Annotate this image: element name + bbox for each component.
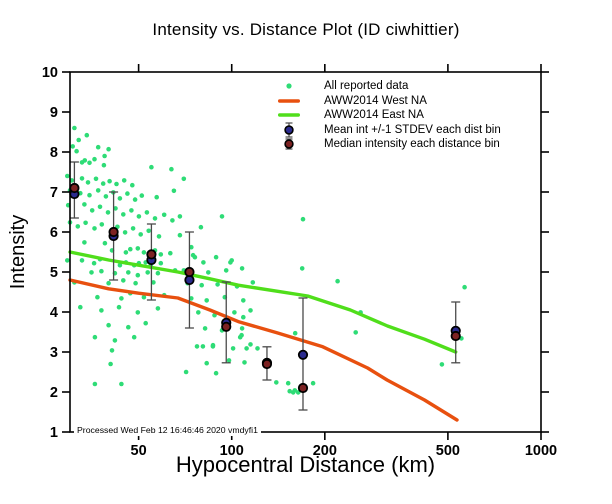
mean-markers-group bbox=[69, 188, 461, 368]
west-na-curve bbox=[68, 278, 459, 422]
tick-label: 4 bbox=[50, 305, 58, 321]
axis-frame: 50 100 200 500 1000 1 2 3 4 5 6 7 8 9 10 bbox=[42, 64, 557, 459]
legend-label: Mean int +/-1 STDEV each dist bin bbox=[324, 123, 501, 136]
tick-label: 50 bbox=[131, 443, 147, 459]
legend-item-4: Mean int +/-1 STDEV each dist bin bbox=[276, 122, 501, 138]
stdev-errorbars-group bbox=[69, 161, 461, 411]
legend-label: AWW2014 West NA bbox=[324, 94, 427, 107]
footer-note: Processed Wed Feb 12 16:46:46 2020 vmdyf… bbox=[74, 425, 261, 436]
legend-label: Median intensity each distance bin bbox=[324, 138, 500, 150]
legend-item-5: Median intensity each distance bin bbox=[276, 137, 501, 152]
scatter-points-group bbox=[65, 125, 467, 395]
mean-marker-icon bbox=[276, 122, 302, 138]
legend-item-1: All reported data bbox=[276, 79, 501, 94]
tick-label: 8 bbox=[50, 145, 58, 161]
median-markers-group bbox=[69, 182, 461, 394]
tick-label: 200 bbox=[313, 443, 337, 459]
tick-label: 1000 bbox=[525, 443, 557, 459]
tick-label: 9 bbox=[50, 105, 58, 121]
legend-item-2: AWW2014 West NA bbox=[276, 94, 501, 109]
tick-label: 10 bbox=[42, 65, 58, 81]
y-axis-label: Intensity bbox=[7, 214, 29, 290]
legend-label: AWW2014 East NA bbox=[324, 109, 424, 121]
tick-label: 1 bbox=[50, 425, 58, 441]
all-data-dot-icon bbox=[276, 78, 302, 94]
tick-label: 7 bbox=[50, 185, 58, 201]
tick-label: 500 bbox=[436, 443, 460, 459]
legend: All reported data AWW2014 West NA AWW2014 … bbox=[276, 79, 501, 152]
tick-label: 6 bbox=[50, 225, 58, 241]
east-na-line-icon bbox=[276, 107, 302, 123]
tick-label: 3 bbox=[50, 345, 58, 361]
chart-title: Intensity vs. Distance Plot (ID ciwhitti… bbox=[152, 20, 460, 39]
tick-label: 2 bbox=[50, 385, 58, 401]
legend-label: All reported data bbox=[324, 80, 409, 92]
west-na-line-icon bbox=[276, 93, 302, 109]
median-marker-icon bbox=[276, 136, 302, 152]
x-axis-label: Hypocentral Distance (km) bbox=[175, 452, 436, 477]
legend-item-3: AWW2014 East NA bbox=[276, 108, 501, 123]
tick-label: 100 bbox=[220, 443, 244, 459]
east-na-curve bbox=[68, 250, 458, 354]
tick-label: 5 bbox=[50, 265, 58, 281]
